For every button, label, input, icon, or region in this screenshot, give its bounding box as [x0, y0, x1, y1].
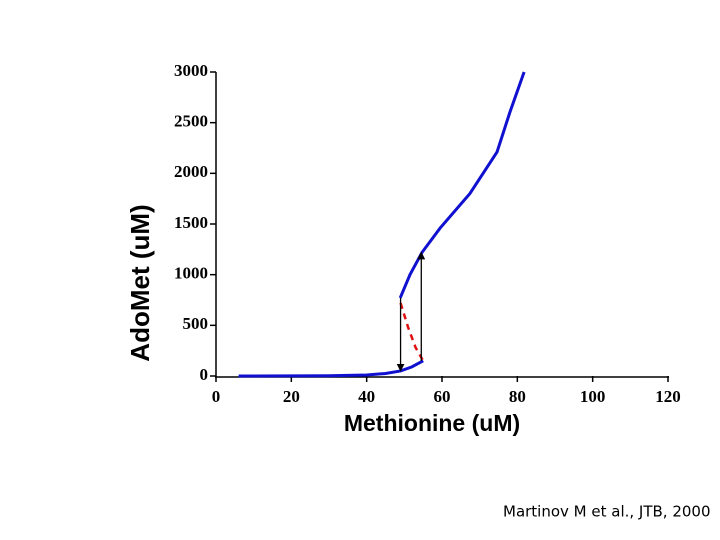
y-tick-label: 1000: [174, 264, 208, 283]
x-tick-label: 120: [655, 387, 681, 406]
x-tick-label: 0: [212, 387, 221, 406]
x-tick-label: 20: [283, 387, 300, 406]
curve: [399, 302, 425, 362]
y-tick-label: 500: [183, 314, 209, 333]
y-tick-label: 2000: [174, 162, 208, 181]
source-note: Martinov M et al., JTB, 2000: [503, 503, 711, 521]
x-tick-label: 40: [358, 387, 375, 406]
y-tick-label: 1500: [174, 213, 208, 232]
y-axis-label: AdoMet (uM): [125, 204, 155, 361]
curve: [398, 71, 526, 299]
y-tick-label: 0: [200, 365, 209, 384]
y-tick-label: 2500: [174, 112, 208, 131]
x-axis-label: Methionine (uM): [344, 410, 520, 436]
x-tick-label: 80: [509, 387, 526, 406]
y-tick-label: 3000: [174, 61, 208, 80]
x-tick-label: 60: [434, 387, 451, 406]
x-tick-label: 100: [580, 387, 606, 406]
curve: [238, 359, 424, 378]
